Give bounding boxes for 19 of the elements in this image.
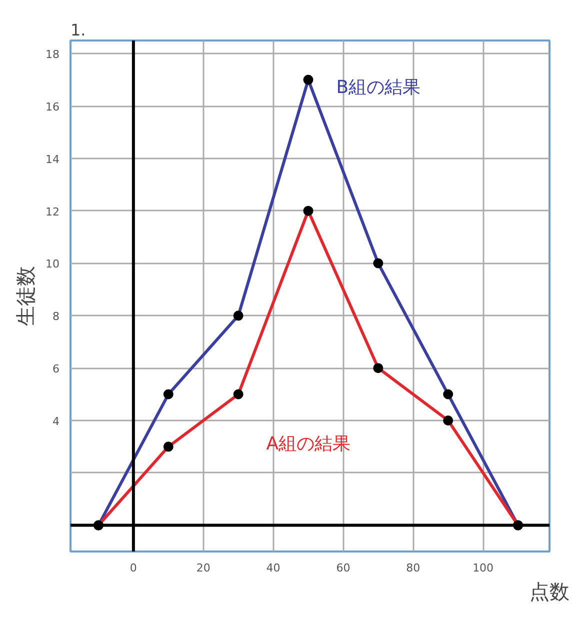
y-axis-title: 生徒数: [14, 266, 38, 326]
x-tick-label: 20: [196, 562, 210, 574]
x-tick-label: 40: [266, 562, 280, 574]
y-tick-label: 18: [46, 48, 60, 62]
y-tick-label: 14: [46, 152, 60, 166]
x-tick-label: 80: [406, 562, 420, 574]
y-tick-label: 4: [52, 414, 60, 428]
x-tick-label: 100: [472, 562, 494, 574]
y-tick-label: 12: [46, 205, 60, 218]
x-axis-title: 点数: [530, 580, 570, 604]
x-tick-label: 0: [130, 562, 137, 574]
series-label: B組の結果: [336, 77, 421, 98]
y-tick-label: 6: [52, 362, 60, 376]
x-tick-label: 60: [336, 562, 350, 574]
chart-title: 1.: [70, 20, 86, 40]
y-tick-label: 10: [46, 258, 60, 271]
y-tick-label: 16: [46, 100, 60, 114]
text: A組の結果: [266, 434, 351, 455]
y-tick-label: 8: [52, 310, 60, 324]
